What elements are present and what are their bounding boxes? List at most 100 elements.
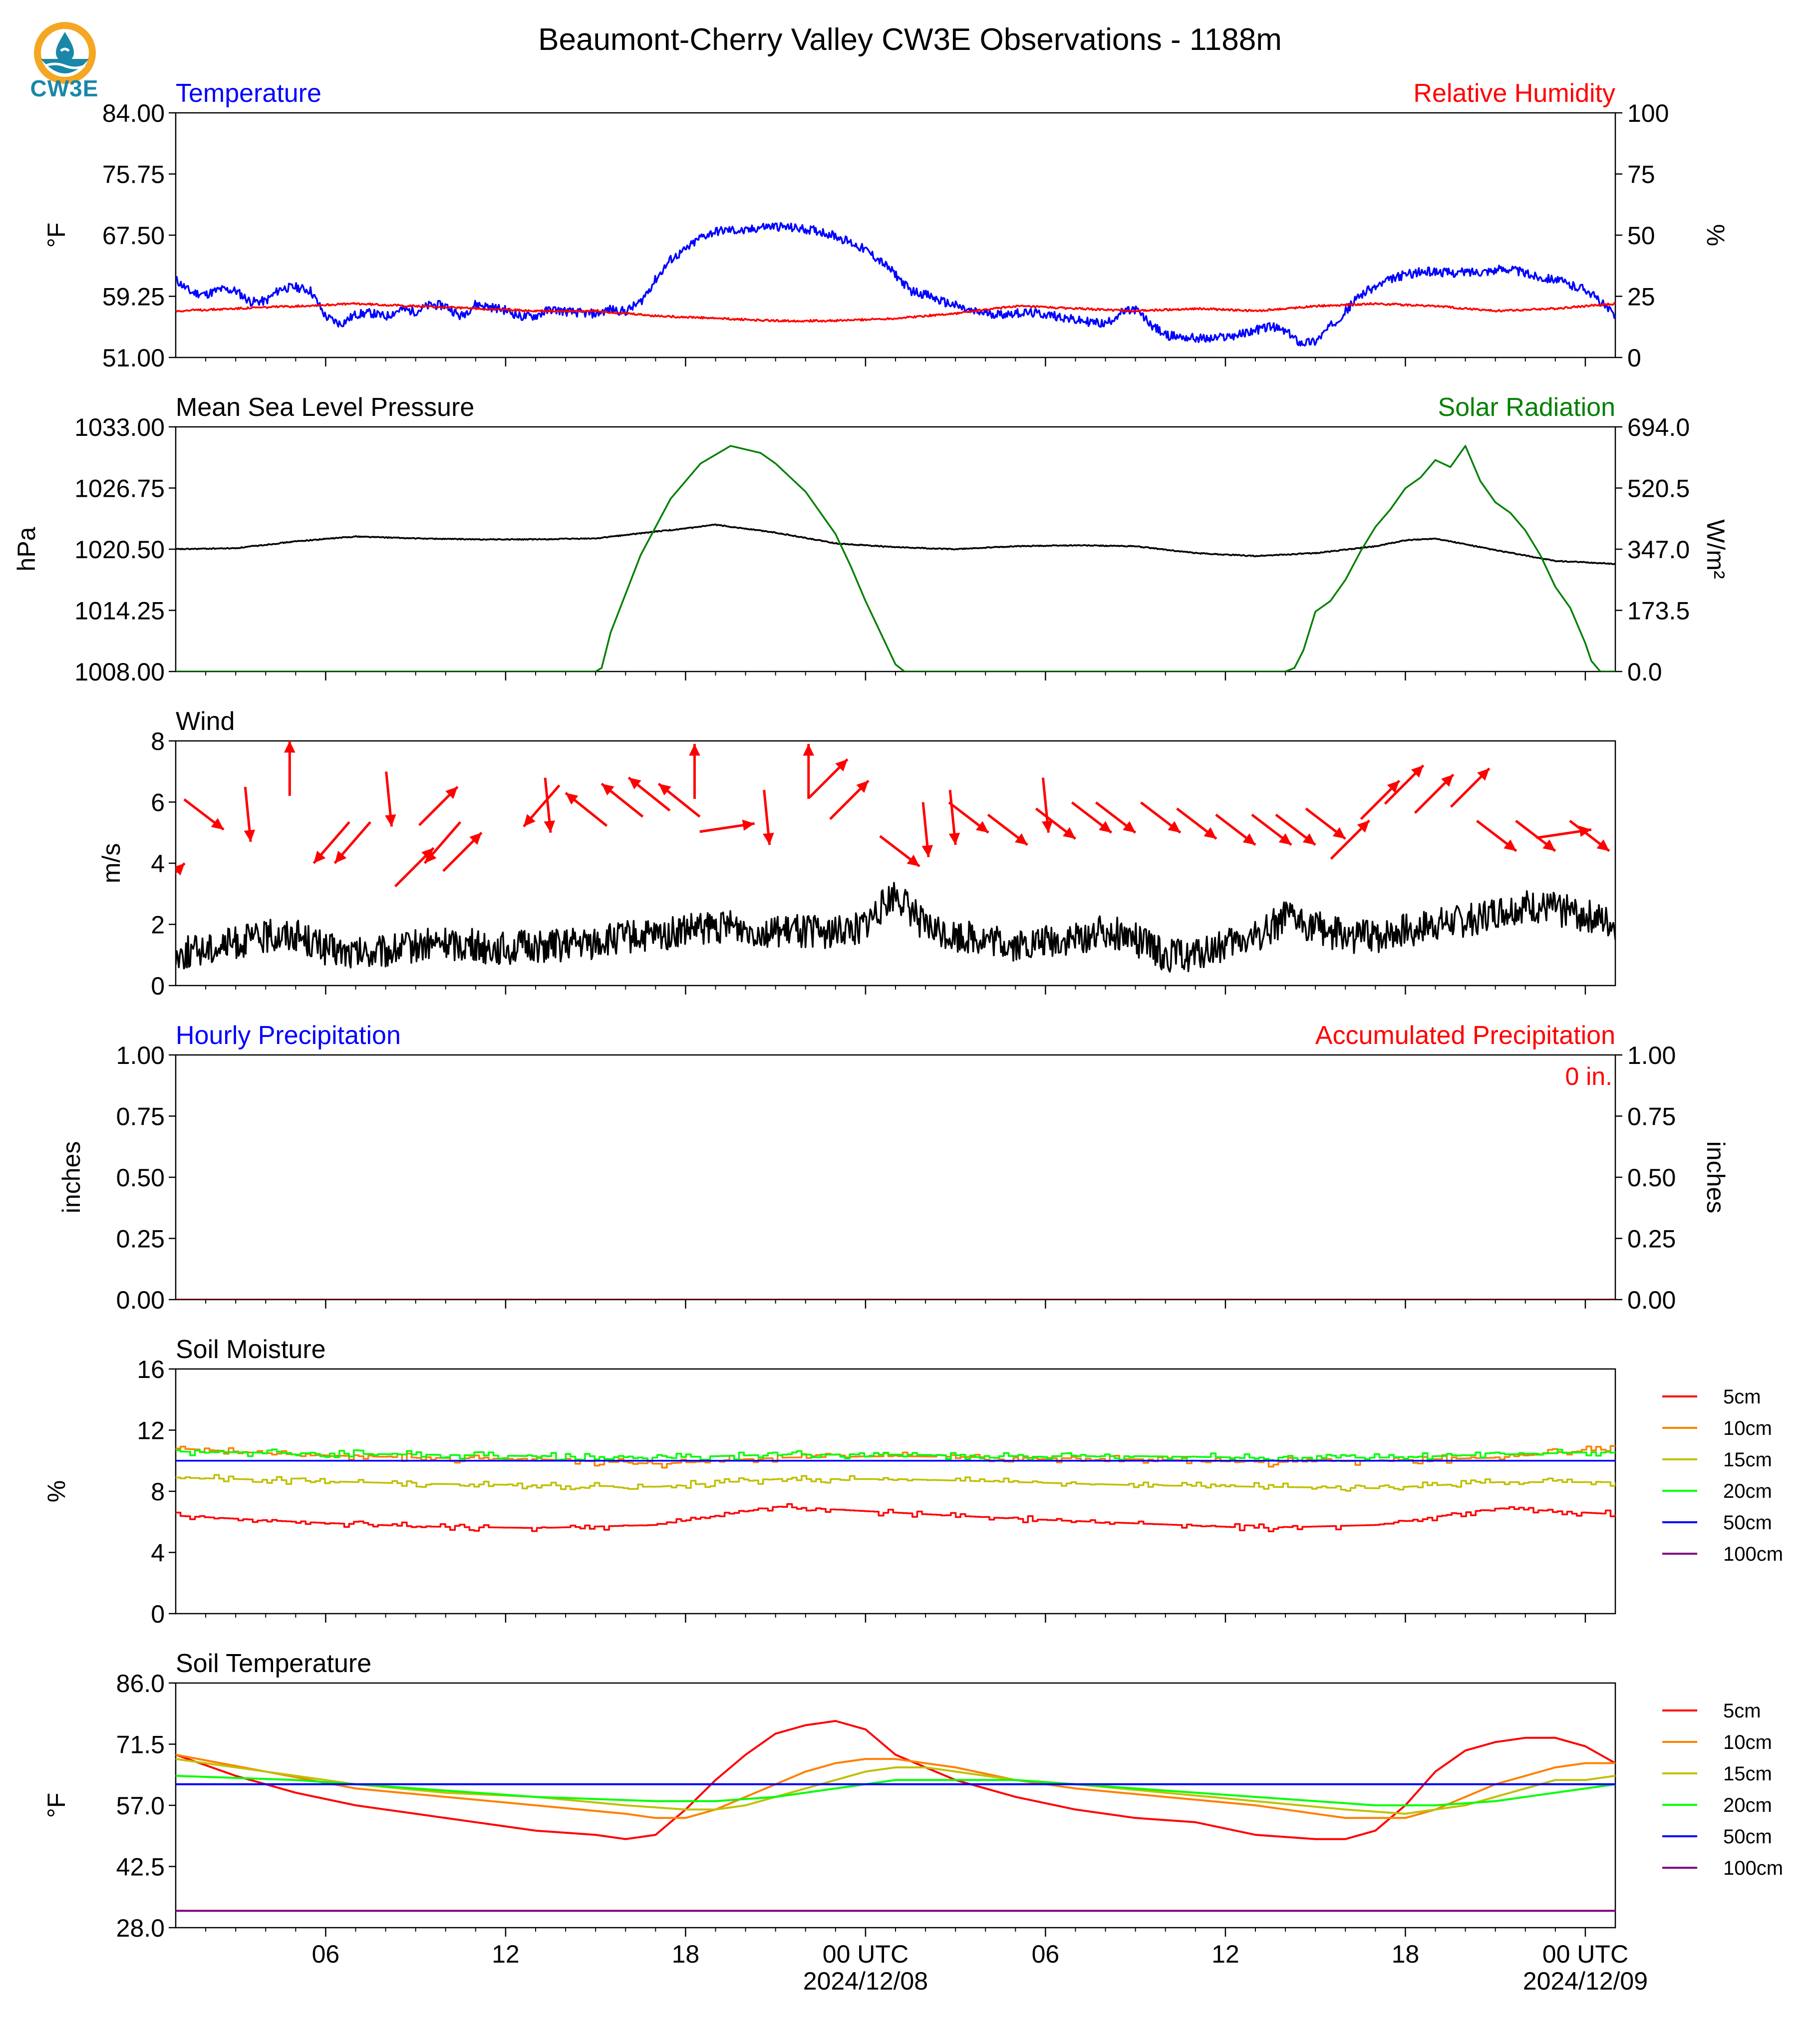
wind-arrow-head [544,820,555,833]
y-tick-label: 0.50 [116,1164,165,1192]
x-tick-label: 18 [672,1940,700,1968]
legend-entry: 50cm [1723,1512,1772,1534]
legend-entry: 10cm [1723,1731,1772,1753]
panel-precip: 0.00 0.25 0.50 0.75 1.00 0.00 0.25 0.50 0.75 1.00… [57,1021,1730,1314]
y-tick-label: 8 [151,727,165,755]
wind-arrow-head [803,744,815,756]
y-right-tick-label: 75 [1627,161,1655,189]
wind-arrow-head [244,829,256,842]
y-tick-label: 1.00 [116,1041,165,1069]
wind-arrow-head [689,744,700,756]
y-right-tick-label: 0.75 [1627,1103,1676,1131]
wind-arrow-head [523,814,536,827]
cw3e-water-drop-logo-icon [34,22,96,84]
y-tick-label: 28.0 [116,1914,165,1942]
series-line-15cm [176,1474,1615,1492]
y-axis-right-label: % [1702,224,1730,246]
y-axis-label: °F [42,1793,70,1818]
y-tick-label: 51.00 [102,344,165,372]
y-right-tick-label: 0.00 [1627,1286,1676,1314]
wind-arrow-head [313,850,326,863]
wind-arrow-head [1477,768,1490,781]
legend-entry: 15cm [1723,1763,1772,1785]
panel-title-left: Temperature [176,79,321,108]
wind-arrow-head [856,780,869,793]
series-line-solar-radiation [176,445,1615,672]
legend-entry: 20cm [1723,1480,1772,1502]
y-tick-label: 1014.25 [74,597,165,625]
wind-arrow-head [421,848,434,860]
x-tick-label: 12 [1212,1940,1239,1968]
y-tick-label: 6 [151,789,165,817]
y-tick-label: 67.50 [102,222,165,250]
plot-area [176,222,1615,347]
wind-arrow-head [835,759,848,772]
legend-entry: 100cm [1723,1857,1783,1879]
wind-arrow-head [1099,821,1112,833]
wind-arrow-head [566,793,579,805]
wind-arrow-head [211,818,224,830]
wind-arrow-head [1168,821,1181,833]
wind-arrow-head [1123,821,1136,833]
y-tick-label: 1033.00 [74,413,165,441]
y-tick-label: 0.25 [116,1225,165,1253]
wind-arrow-head [628,777,641,789]
legend-entry: 15cm [1723,1449,1772,1471]
y-tick-label: 0 [151,1600,165,1628]
y-axis-right-label: inches [1702,1141,1730,1214]
panel-soil_moisture: 0 4 8 12 16 Soil Moisture% 5cm 10cm 15cm 20cm 50cm… [42,1335,1783,1628]
wind-arrow-head [1278,833,1292,845]
wind-arrow-head [1357,820,1370,833]
x-tick-label: 00 UTC [823,1940,909,1968]
y-tick-label: 84.00 [102,99,165,127]
y-tick-label: 71.5 [116,1731,165,1759]
y-right-tick-label: 694.0 [1627,413,1690,441]
series-line-5cm [176,1503,1615,1533]
plot-area [176,1720,1615,1912]
wind-arrow-head [445,786,458,799]
y-axis-label: °F [42,223,70,248]
y-tick-label: 0 [151,972,165,1000]
y-right-tick-label: 173.5 [1627,597,1690,625]
legend-entry: 10cm [1723,1417,1772,1439]
series-line-mean-sea-level-pressure [176,523,1615,565]
wind-arrow-head [1387,780,1400,793]
y-tick-label: 16 [137,1355,165,1383]
y-tick-label: 1026.75 [74,475,165,503]
series-line-10cm [176,1753,1615,1819]
y-right-tick-label: 0.25 [1627,1225,1676,1253]
wind-arrow-head [1063,827,1076,839]
legend-entry: 5cm [1723,1386,1761,1408]
y-right-tick-label: 0 [1627,344,1641,372]
wind-arrow-head [907,854,920,867]
wind-arrow-head [1504,839,1517,851]
x-tick-sublabel: 2024/12/08 [803,1967,928,1995]
y-right-tick-label: 520.5 [1627,475,1690,503]
x-tick-label: 12 [492,1940,520,1968]
panel-pressure_solar: 1008.00 1014.25 1020.50 1026.75 1033.00 0.0 17… [12,393,1730,686]
series-line-wind [176,882,1615,973]
y-tick-label: 59.25 [102,283,165,311]
series-line-5cm [176,1720,1615,1840]
wind-arrow-head [1332,827,1346,839]
legend-entry: 20cm [1723,1794,1772,1816]
wind-arrow-head [176,863,185,876]
wind-arrow-head [1411,765,1424,778]
panel-title-left: Hourly Precipitation [176,1021,401,1050]
y-right-tick-label: 100 [1627,99,1669,127]
series-line-temperature [176,222,1615,347]
logo-text: CW3E [30,75,99,101]
y-right-tick-label: 347.0 [1627,536,1690,564]
y-right-tick-label: 0.0 [1627,658,1662,686]
y-axis-label: m/s [97,843,125,884]
y-axis-label: hPa [12,527,40,571]
y-right-tick-label: 0.50 [1627,1164,1676,1192]
x-tick-label: 00 UTC [1542,1940,1628,1968]
wind-arrow-head [1302,833,1316,845]
wind-arrow-head [284,741,296,753]
wind-arrow-head [469,832,482,845]
wind-arrow-head [602,783,614,796]
y-right-tick-label: 1.00 [1627,1041,1676,1069]
